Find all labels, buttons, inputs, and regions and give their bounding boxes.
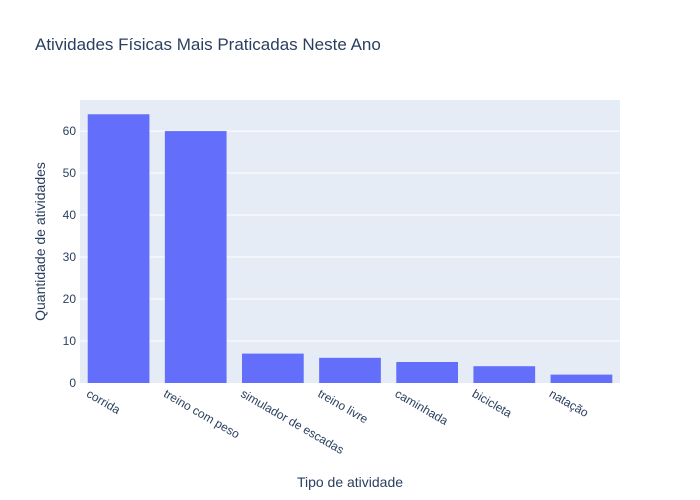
bar-treino-livre bbox=[319, 357, 381, 383]
y-tick-label: 20 bbox=[63, 292, 77, 306]
y-tick-label: 50 bbox=[63, 166, 77, 180]
bars bbox=[87, 114, 613, 383]
y-tick-label: 40 bbox=[63, 208, 77, 222]
bar-natação bbox=[550, 374, 613, 383]
bar-corrida bbox=[87, 114, 150, 383]
y-tick-label: 10 bbox=[63, 334, 77, 348]
x-tick-label: treino livre bbox=[316, 386, 371, 426]
x-tick-label: treino com peso bbox=[161, 386, 242, 441]
y-tick-labels: 0 10 20 30 40 50 60 bbox=[63, 124, 77, 390]
x-tick-label: bicicleta bbox=[470, 386, 515, 420]
y-axis-title: Quantidade de atividades bbox=[32, 162, 48, 321]
x-axis-title: Tipo de atividade bbox=[297, 474, 403, 490]
bar-treino-com-peso bbox=[164, 131, 227, 383]
y-tick-label: 0 bbox=[69, 376, 76, 390]
x-tick-label: corrida bbox=[84, 386, 123, 417]
chart-title: Atividades Físicas Mais Praticadas Neste… bbox=[35, 35, 381, 54]
bar-caminhada bbox=[396, 362, 458, 383]
bar-simulador-de-escadas bbox=[242, 353, 304, 383]
y-tick-label: 60 bbox=[63, 124, 77, 138]
y-tick-label: 30 bbox=[63, 250, 77, 264]
x-tick-label: natação bbox=[547, 386, 591, 420]
x-tick-label: caminhada bbox=[393, 386, 451, 428]
bar-bicicleta bbox=[473, 366, 536, 383]
